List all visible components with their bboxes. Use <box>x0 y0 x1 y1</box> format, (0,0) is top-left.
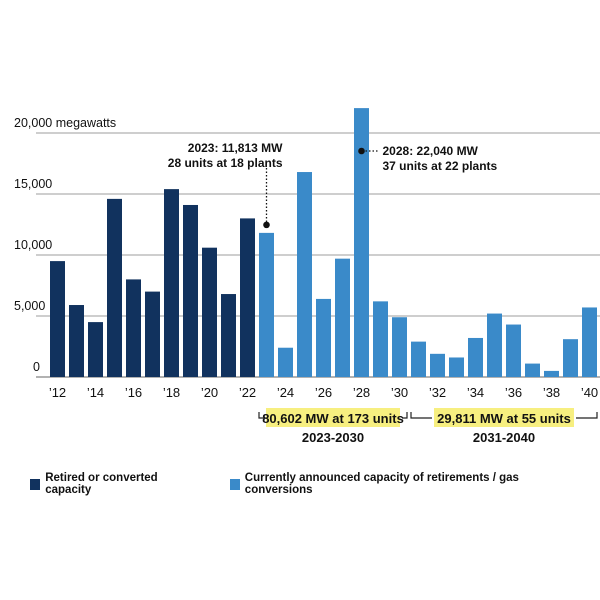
bar-2036 <box>506 324 521 377</box>
bar-2013 <box>69 305 84 377</box>
bar-2037 <box>525 363 540 377</box>
x-tick-label: ’26 <box>315 385 332 400</box>
range-brackets: 80,602 MW at 173 units 2023-2030 29,811 MW… <box>258 408 598 445</box>
range-bracket-right <box>402 412 408 419</box>
bar-2014 <box>88 322 103 377</box>
bar-2025 <box>297 172 312 377</box>
bar-2040 <box>582 307 597 377</box>
x-tick-label: ’22 <box>239 385 256 400</box>
range-summary-highlight <box>434 408 574 427</box>
range-period-label: 2023-2030 <box>302 430 364 445</box>
x-tick-label: ’24 <box>277 385 294 400</box>
bar-2027 <box>335 258 350 377</box>
bars <box>50 108 597 377</box>
annotation-dot-2028 <box>358 147 365 155</box>
bar-2021 <box>221 294 236 377</box>
x-tick-label: ’18 <box>163 385 180 400</box>
y-tick-label: 15,000 <box>14 177 52 191</box>
bar-2032 <box>430 353 445 377</box>
annotation-2028-line1: 2028: 22,040 MW <box>383 144 479 158</box>
bar-2034 <box>468 337 483 377</box>
annotation-2028-line2: 37 units at 22 plants <box>383 159 498 173</box>
bar-2022 <box>240 218 255 377</box>
bar-2038 <box>544 370 559 377</box>
x-tick-label: ’14 <box>87 385 104 400</box>
bar-2026 <box>316 298 331 377</box>
legend-swatch-announced <box>229 478 240 490</box>
legend-swatch-retired <box>30 478 41 490</box>
annotation-2023-line2: 28 units at 18 plants <box>168 156 283 170</box>
x-tick-label: ’32 <box>429 385 446 400</box>
y-tick-label: 10,000 <box>14 238 52 252</box>
x-tick-label: ’40 <box>581 385 598 400</box>
bar-2018 <box>164 189 179 377</box>
legend-label-retired: Retired or converted capacity <box>45 472 158 496</box>
x-tick-label: ’20 <box>201 385 218 400</box>
legend-item-retired: Retired or converted capacity <box>30 472 196 496</box>
bar-2016 <box>126 279 141 377</box>
annotation-dot-2023 <box>263 221 270 229</box>
x-tick-label: ’38 <box>543 385 560 400</box>
y-tick-label: 20,000 megawatts <box>14 116 116 130</box>
range-bracket-left <box>410 412 432 419</box>
y-tick-label: 0 <box>33 360 40 374</box>
bar-2030 <box>392 317 407 377</box>
bar-2020 <box>202 247 217 377</box>
range-summary: 29,811 MW at 55 units <box>437 411 571 426</box>
legend-label-announced: Currently announced capacity of retireme… <box>244 472 519 496</box>
bar-2033 <box>449 357 464 377</box>
bar-2015 <box>107 198 122 377</box>
legend-item-announced: Currently announced capacity of retireme… <box>229 472 566 496</box>
x-axis-labels: ’12 ’14 ’16 ’18 ’20 ’22 ’24 ’26 ’28 ’30 ’32 ’34 ’36 ’… <box>49 385 598 400</box>
bar-2031 <box>411 341 426 377</box>
x-tick-label: ’36 <box>505 385 522 400</box>
bar-2028 <box>354 108 369 377</box>
range-bracket-right <box>576 412 598 419</box>
range-summary: 80,602 MW at 173 units <box>262 411 404 426</box>
x-tick-label: ’28 <box>353 385 370 400</box>
range-period-label: 2031-2040 <box>473 430 535 445</box>
bar-2023 <box>259 232 274 377</box>
bar-2012 <box>50 261 65 377</box>
x-tick-label: ’34 <box>467 385 484 400</box>
range-bracket-left <box>258 412 264 419</box>
x-tick-label: ’16 <box>125 385 142 400</box>
x-tick-label: ’30 <box>391 385 408 400</box>
bar-2035 <box>487 313 502 377</box>
annotation-2023-line1: 2023: 11,813 MW <box>188 141 283 155</box>
bar-2029 <box>373 301 388 377</box>
bar-2019 <box>183 204 198 377</box>
x-tick-label: ’12 <box>49 385 66 400</box>
y-axis-labels: 0 5,000 10,000 15,000 20,000 megawatts <box>14 116 116 374</box>
bar-2039 <box>563 339 578 377</box>
bar-2017 <box>145 291 160 377</box>
range-summary-highlight <box>266 408 400 427</box>
y-tick-label: 5,000 <box>14 299 45 313</box>
legend: Retired or converted capacity Currently … <box>30 472 600 496</box>
bar-2024 <box>278 347 293 377</box>
